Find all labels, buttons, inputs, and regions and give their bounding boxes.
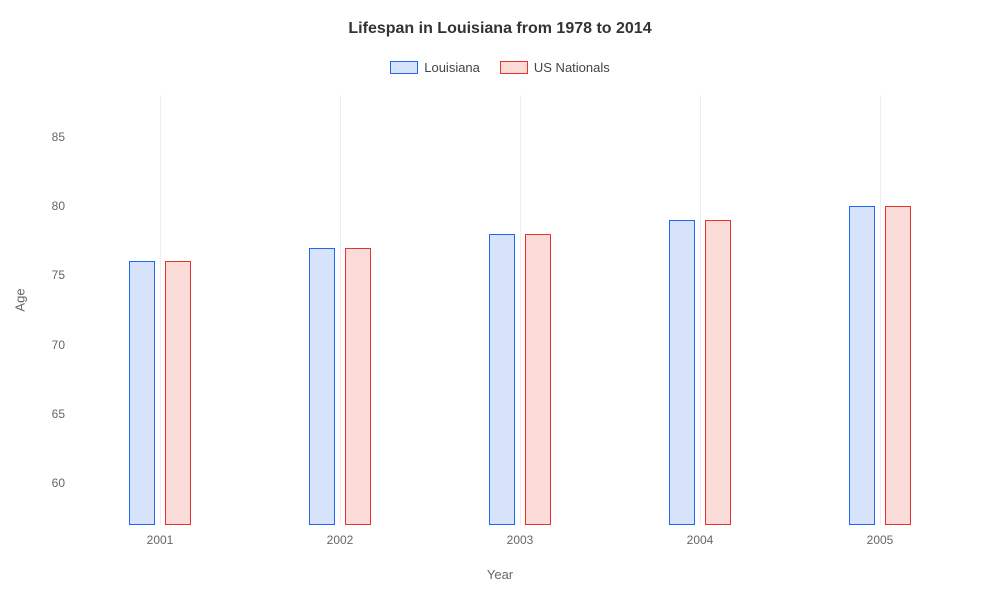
- bar-us-nationals[interactable]: [345, 248, 371, 525]
- bar-us-nationals[interactable]: [525, 234, 551, 525]
- x-tick-label: 2005: [867, 533, 894, 547]
- legend-item-louisiana[interactable]: Louisiana: [390, 60, 480, 75]
- gridline-vertical: [520, 95, 521, 525]
- bar-louisiana[interactable]: [849, 206, 875, 525]
- y-tick-label: 60: [35, 476, 65, 490]
- x-tick-label: 2003: [507, 533, 534, 547]
- legend-label: Louisiana: [424, 60, 480, 75]
- y-axis-label: Age: [13, 288, 28, 311]
- bar-us-nationals[interactable]: [165, 261, 191, 525]
- bar-louisiana[interactable]: [489, 234, 515, 525]
- y-tick-label: 65: [35, 407, 65, 421]
- gridline-vertical: [880, 95, 881, 525]
- bar-us-nationals[interactable]: [885, 206, 911, 525]
- chart-container: Lifespan in Louisiana from 1978 to 2014 …: [0, 0, 1000, 600]
- plot-area: 60657075808520012002200320042005: [70, 95, 970, 525]
- gridline-vertical: [700, 95, 701, 525]
- gridline-vertical: [160, 95, 161, 525]
- legend-swatch: [390, 61, 418, 74]
- y-tick-label: 85: [35, 130, 65, 144]
- x-tick-label: 2002: [327, 533, 354, 547]
- y-tick-label: 80: [35, 199, 65, 213]
- x-tick-label: 2004: [687, 533, 714, 547]
- gridline-vertical: [340, 95, 341, 525]
- bar-louisiana[interactable]: [129, 261, 155, 525]
- bar-us-nationals[interactable]: [705, 220, 731, 525]
- chart-title: Lifespan in Louisiana from 1978 to 2014: [0, 20, 1000, 38]
- legend: Louisiana US Nationals: [0, 60, 1000, 75]
- x-tick-label: 2001: [147, 533, 174, 547]
- y-tick-label: 70: [35, 338, 65, 352]
- legend-label: US Nationals: [534, 60, 610, 75]
- bar-louisiana[interactable]: [669, 220, 695, 525]
- y-tick-label: 75: [35, 268, 65, 282]
- legend-swatch: [500, 61, 528, 74]
- x-axis-label: Year: [0, 567, 1000, 582]
- legend-item-us-nationals[interactable]: US Nationals: [500, 60, 610, 75]
- bar-louisiana[interactable]: [309, 248, 335, 525]
